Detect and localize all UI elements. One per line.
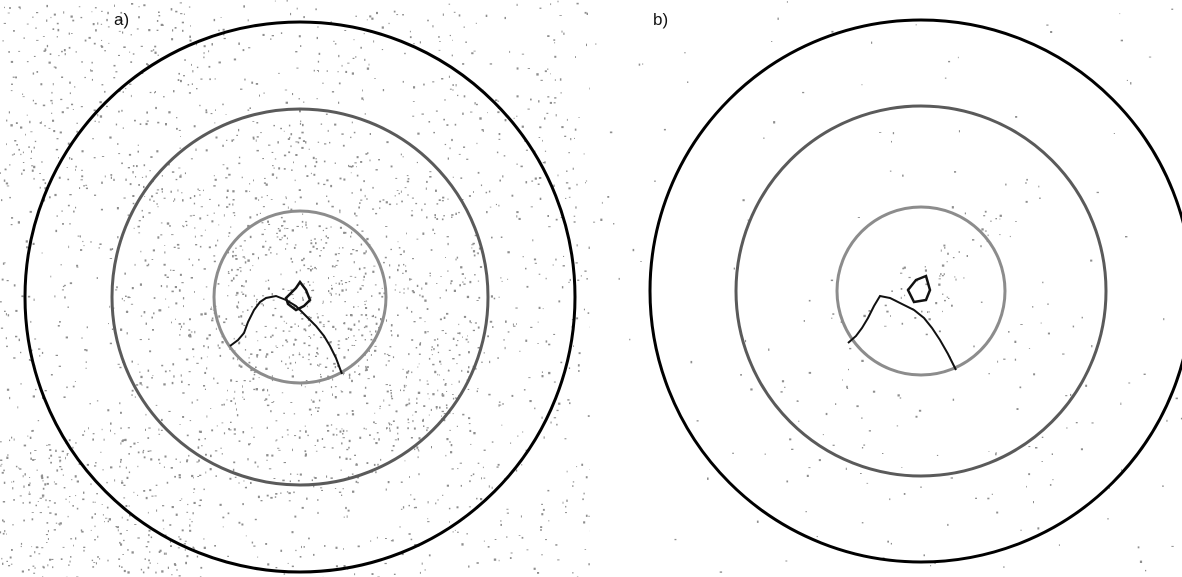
panel-b: b) (592, 0, 1182, 577)
panel-label-a: a) (114, 10, 130, 29)
inner-ring (212, 209, 388, 385)
trace-loop (284, 279, 312, 312)
trace-loop (906, 274, 932, 304)
outer-ring (23, 20, 577, 574)
inner-ring (835, 205, 1007, 377)
trace-path (847, 294, 957, 371)
middle-ring (110, 107, 490, 487)
point-cloud-texture (0, 0, 590, 577)
panel-b-figure (593, 1, 1182, 573)
outer-ring (648, 18, 1182, 564)
point-cloud-texture (593, 1, 1182, 573)
trace-path (229, 294, 343, 375)
panel-a-figure (0, 0, 590, 577)
panel-a: a) (0, 0, 590, 577)
panel-label-b: b) (653, 10, 669, 29)
middle-ring (734, 104, 1108, 478)
